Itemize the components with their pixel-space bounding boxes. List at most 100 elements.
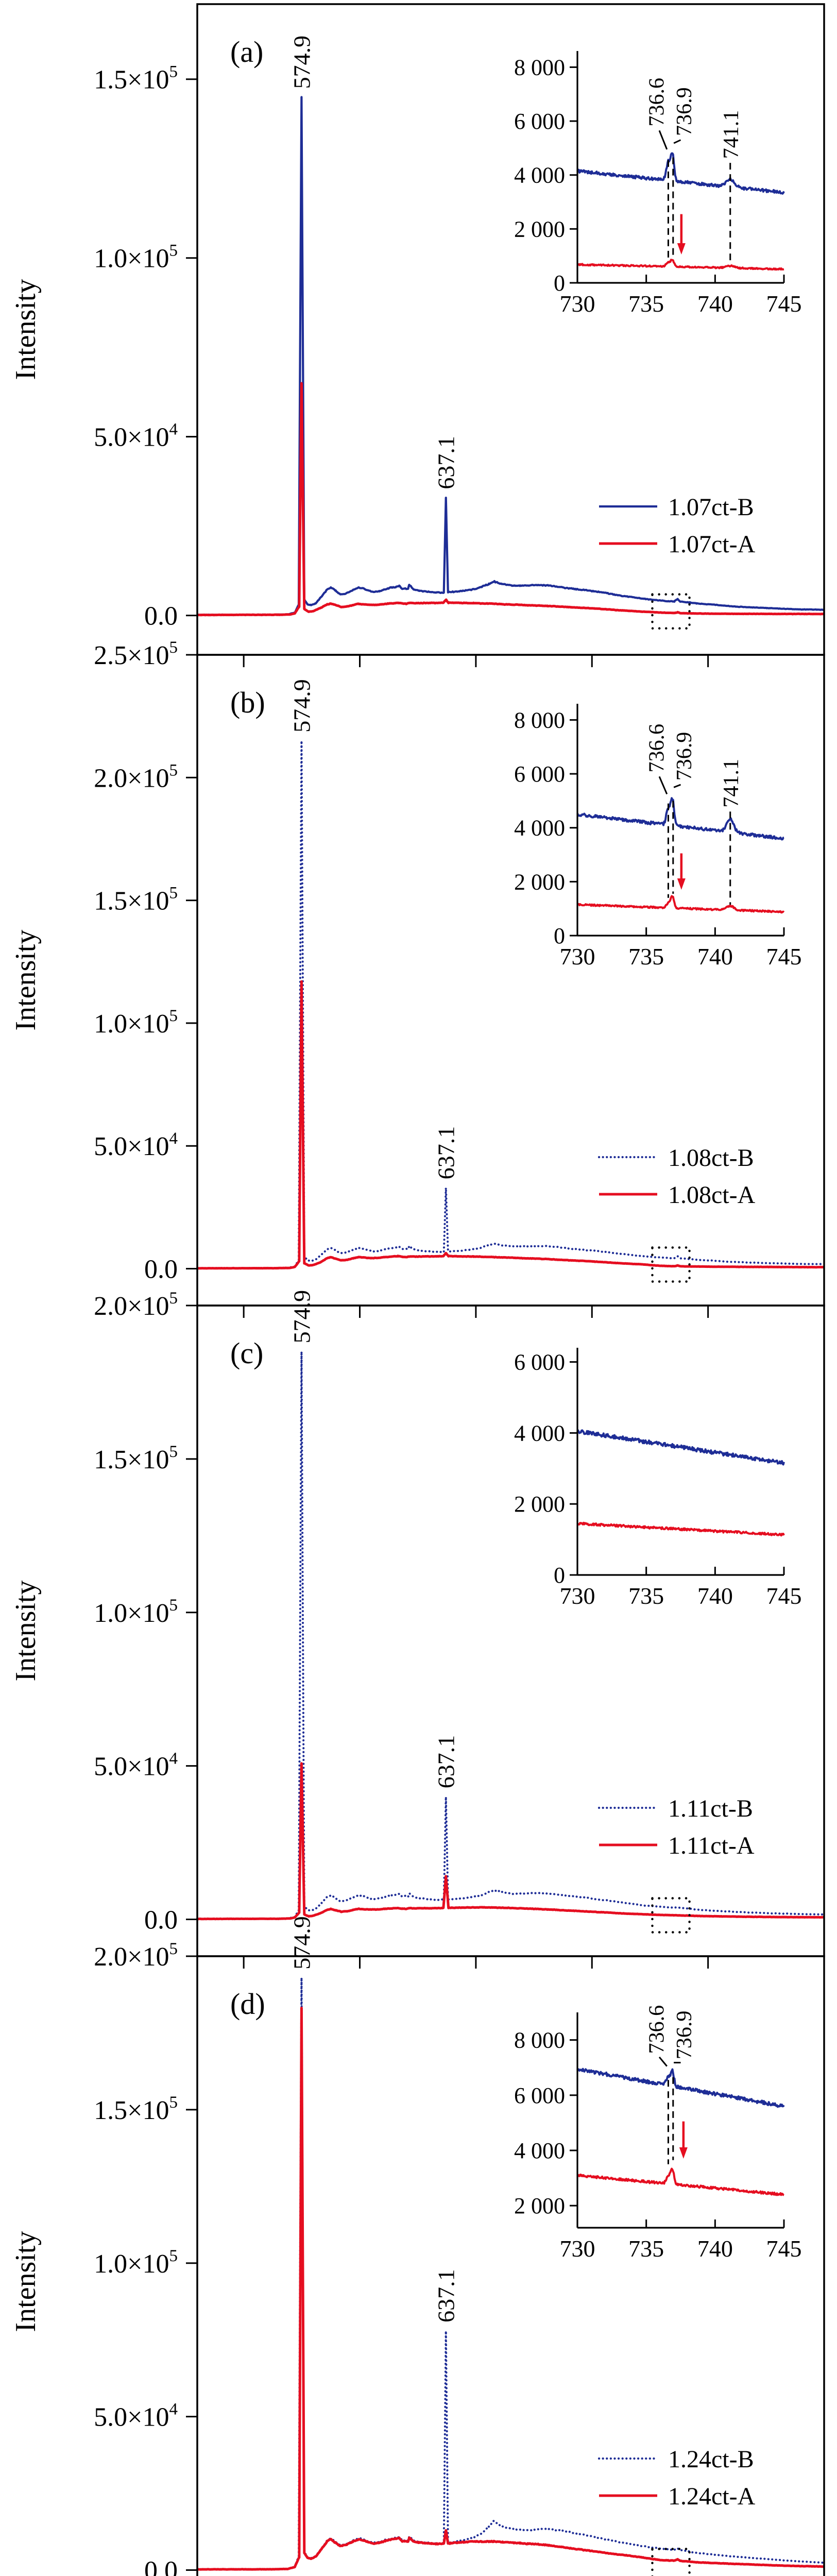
y-axis-title: Intensity [10,2231,42,2332]
axes-box [196,1955,825,2576]
inset-x-tick-label: 745 [766,1583,802,1609]
inset-y-tick-label: 6 000 [514,109,565,134]
inset-leader-line [658,2056,668,2067]
y-tick-label: 0.0 [144,2556,178,2576]
inset-y-tick-label: 4 000 [514,1420,565,1446]
y-tick-label: 1.5×105 [94,63,178,95]
y-tick-label: 0.0 [144,1255,178,1284]
inset-y-tick-label: 2 000 [514,2193,565,2218]
inset-peak-label-736.9: 736.9 [673,87,696,136]
y-tick-label: 1.5×105 [94,2093,178,2125]
legend: 1.24ct-B 1.24ct-A [597,2446,756,2510]
y-tick-label: 1.5×105 [94,1443,178,1475]
series-curve-1.08ct-A [197,980,825,1270]
inset-y-tick-label: 2 000 [514,1492,565,1517]
y-axis-title: Intensity [10,279,42,380]
inset-peak-label-741.1: 741.1 [720,110,743,159]
inset-peak-label-736.6: 736.6 [645,78,669,127]
peak-label-637.1: 637.1 [433,436,459,489]
inset-arrow-head [677,878,686,890]
legend-label: 1.07ct-A [668,531,756,558]
inset: 736.6 736.9 2 000 4 000 6 000 8 000 730 735 740 7… [514,2005,802,2262]
inset-y-tick-label: 6 000 [514,761,565,787]
inset-curve-blue [576,797,784,841]
series-curve-1.24ct-B [196,1976,826,2571]
inset-peak-label-736.6: 736.6 [645,2005,669,2054]
legend-label: 1.24ct-B [668,2446,754,2473]
inset-x-tick-label: 730 [560,291,595,317]
y-tick-label: 0.0 [144,602,178,631]
y-tick-label: 1.0×105 [94,1007,178,1039]
inset-leader-line [673,139,681,144]
y-tick-label: 1.5×105 [94,884,178,916]
y-tick-label: 2.0×105 [94,1289,178,1321]
legend-label: 1.08ct-A [668,1181,756,1209]
inset-curve-red [577,259,784,271]
inset-x-tick-label: 740 [697,2235,733,2262]
inset-curve-blue [576,152,785,195]
y-tick-label: 1.0×105 [94,2247,178,2279]
y-tick-label: 5.0×104 [94,1129,178,1161]
inset-y-tick-label: 0 [554,1563,565,1588]
inset-peak-label-736.6: 736.6 [645,724,669,773]
y-tick-label: 2.5×105 [94,638,178,670]
peak-label-637.1: 637.1 [433,1735,459,1789]
panel-a: 0.0 5.0×104 1.0×105 1.5×105 Intensity (a) 574.… [10,3,825,667]
inset-x-tick-label: 740 [697,1583,733,1609]
inset-x-tick-label: 735 [628,943,664,970]
series-curve-1.07ct-A [197,382,825,617]
y-axis-title: Intensity [10,930,42,1031]
inset-x-tick-label: 745 [766,943,802,970]
zoom-region-box [651,1246,691,1283]
inset-x-tick-label: 735 [628,291,664,317]
inset-peak-label-741.1: 741.1 [720,759,743,808]
panel-letter: (a) [230,35,263,69]
y-tick-label: 1.0×105 [94,242,178,274]
inset-y-tick-label: 4 000 [514,163,565,188]
inset-arrow-head [679,2147,688,2159]
inset-leader-line [658,130,668,150]
peak-label-637.1: 637.1 [433,2269,459,2323]
peak-label-637.1: 637.1 [433,1126,459,1180]
series-curve-1.11ct-B [196,1350,826,1920]
panel-letter: (d) [230,1987,265,2021]
inset-leader-line [673,784,681,788]
peak-label-574.9: 574.9 [288,1290,315,1344]
inset-curve-blue [576,2067,785,2108]
inset-curve-red [577,1521,785,1537]
zoom-region-box [651,2548,691,2576]
y-tick-label: 2.0×105 [94,1940,178,1972]
inset-curve-red [577,895,785,914]
series-curve-1.08ct-B [196,739,826,1269]
inset-peak-label-736.9: 736.9 [673,732,696,781]
inset-y-tick-label: 0 [554,923,565,948]
legend-label: 1.11ct-A [668,1832,755,1859]
legend-label: 1.08ct-B [668,1144,754,1172]
inset-x-tick-label: 735 [628,1583,664,1609]
y-tick-label: 1.0×105 [94,1596,178,1628]
inset-x-tick-label: 730 [560,2235,595,2262]
y-tick-label: 0.0 [144,1906,178,1935]
inset-x-tick-label: 735 [628,2235,664,2262]
inset-y-tick-label: 2 000 [514,869,565,894]
inset: 0 2 000 4 000 6 000 730 735 740 745 [514,1348,802,1609]
inset-x-tick-label: 740 [697,291,733,317]
zoom-region-box [651,1897,691,1934]
y-tick-label: 5.0×104 [94,2400,178,2432]
panel-b: 0.0 5.0×104 1.0×105 1.5×105 2.0×105 2.5×105 In… [10,638,826,1318]
panel-letter: (b) [230,686,265,719]
inset-arrow-head [677,243,686,255]
legend: 1.11ct-B 1.11ct-A [597,1795,755,1859]
legend: 1.07ct-B 1.07ct-A [599,494,756,558]
peak-label-574.9: 574.9 [288,36,315,89]
zoom-region-box [651,593,691,630]
inset-y-tick-label: 4 000 [514,2138,565,2163]
inset-peak-label-736.9: 736.9 [673,2011,696,2060]
y-tick-label: 5.0×104 [94,1750,178,1782]
inset-y-tick-label: 8 000 [514,2028,565,2053]
peak-label-574.9: 574.9 [288,679,315,733]
inset-y-tick-label: 4 000 [514,816,565,841]
inset-x-tick-label: 730 [560,1583,595,1609]
